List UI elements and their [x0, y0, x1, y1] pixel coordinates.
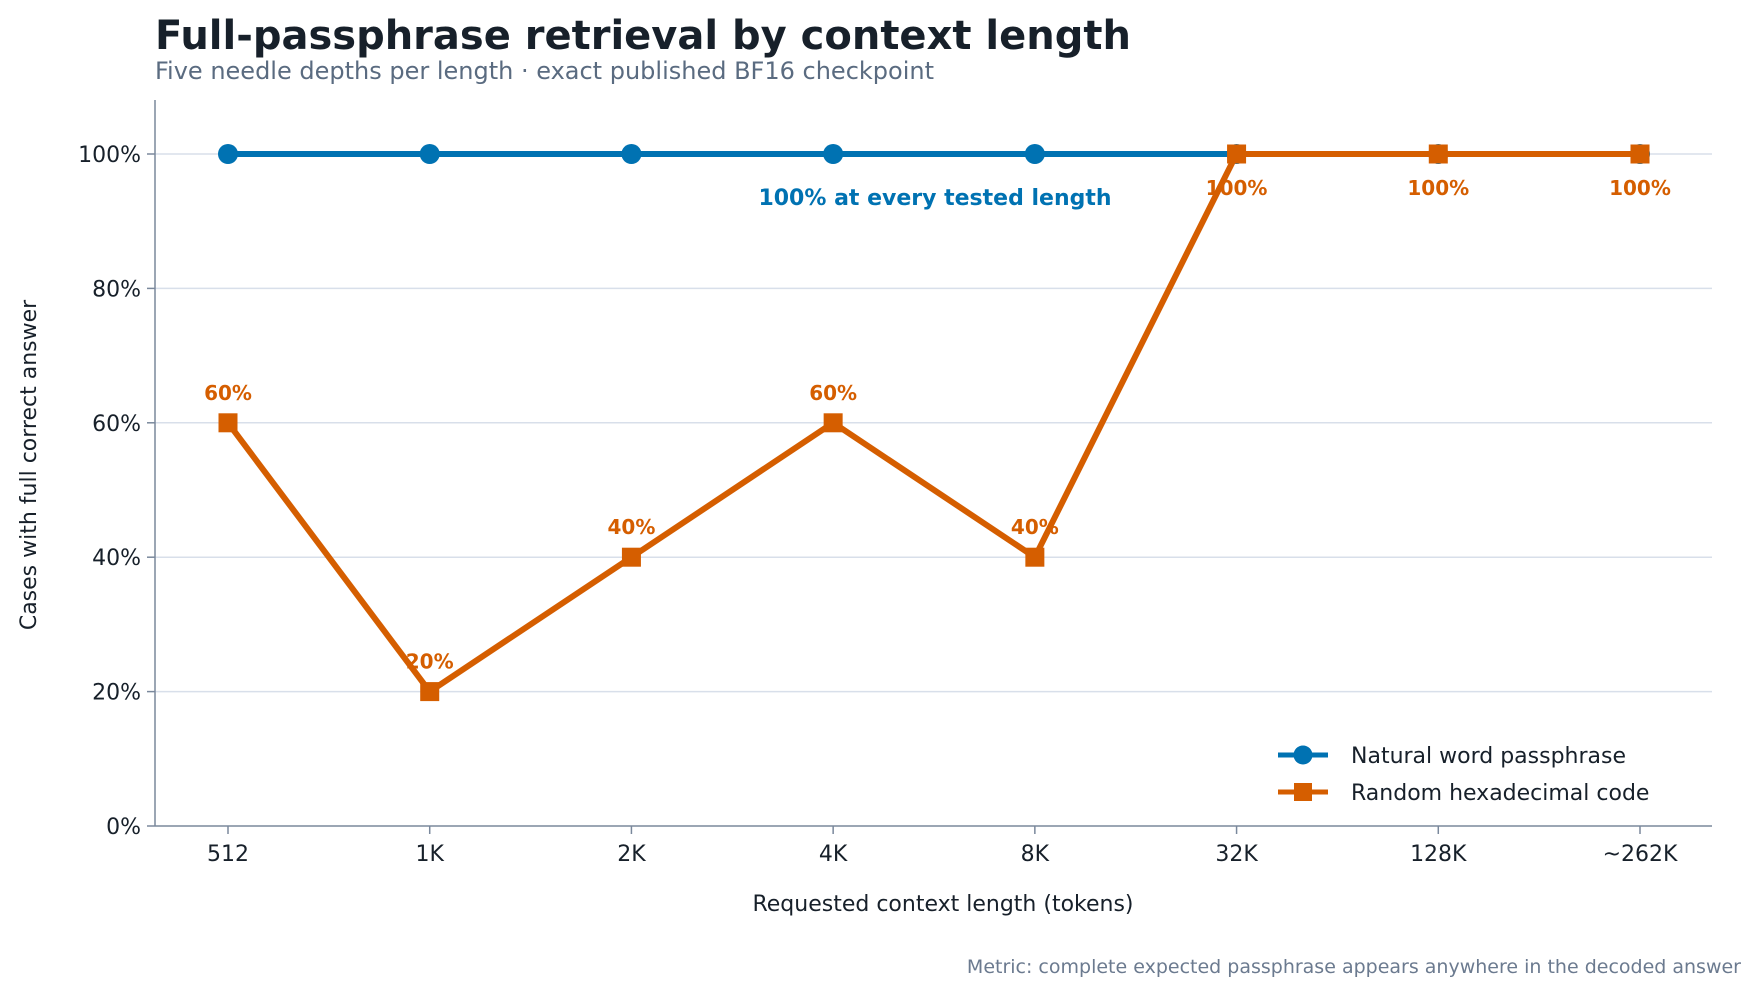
x-tick-label: 2K [617, 842, 646, 867]
legend-label-natural: Natural word passphrase [1351, 744, 1626, 769]
data-label-hex: 40% [607, 515, 655, 539]
series-line-hex [225, 151, 1643, 695]
y-tick-label: 0% [106, 815, 141, 840]
data-point-natural [1024, 144, 1045, 164]
legend-marker-hex [1294, 783, 1312, 801]
y-tick-label: 40% [92, 546, 141, 571]
data-point-natural [218, 144, 238, 164]
data-label-hex: 100% [1407, 176, 1469, 200]
data-label-hex: 60% [809, 381, 857, 405]
data-point-hex [420, 682, 440, 702]
data-point-hex [1025, 547, 1045, 567]
legend: Natural word passphrase Random hexadecim… [1278, 744, 1649, 806]
data-point-hex [1630, 144, 1650, 164]
y-tick-label: 60% [92, 412, 141, 437]
data-label-hex: 60% [204, 381, 252, 405]
chart-subtitle: Five needle depths per length · exact pu… [155, 57, 934, 85]
x-tick-label: ~262K [1603, 842, 1678, 867]
data-labels: 60% 20% 40% 60% 40% 100% 100% 100% [204, 176, 1671, 674]
gridlines [155, 153, 1712, 693]
data-point-hex [1428, 144, 1448, 164]
data-point-natural [823, 144, 844, 164]
axes [154, 100, 1712, 827]
legend-label-hex: Random hexadecimal code [1351, 781, 1649, 806]
x-tick-label: 4K [819, 842, 848, 867]
y-tick-label: 20% [92, 681, 141, 706]
y-tick-label: 100% [78, 143, 141, 168]
x-ticks: 512 1K 2K 4K 8K 32K 128K ~262K [207, 826, 1678, 867]
data-label-hex: 20% [406, 650, 454, 674]
data-point-hex [1227, 144, 1247, 164]
y-ticks: 0% 20% 40% 60% 80% 100% [78, 143, 155, 840]
x-tick-label: 1K [415, 842, 444, 867]
y-axis-label: Cases with full correct answer [17, 299, 42, 630]
x-tick-label: 512 [207, 842, 249, 867]
series-layer [218, 144, 1650, 702]
y-tick-label: 80% [92, 277, 141, 302]
data-point-hex [218, 413, 238, 433]
x-tick-label: 32K [1215, 842, 1258, 867]
data-point-natural [621, 144, 642, 164]
legend-marker-natural [1293, 745, 1313, 765]
data-point-hex [621, 547, 641, 567]
x-axis-label: Requested context length (tokens) [752, 892, 1133, 917]
data-point-hex [823, 413, 843, 433]
chart-title: Full-passphrase retrieval by context len… [155, 13, 1131, 59]
data-label-hex: 100% [1206, 176, 1268, 200]
x-tick-label: 8K [1021, 842, 1050, 867]
data-label-hex: 100% [1609, 176, 1671, 200]
data-point-natural [419, 144, 440, 164]
series-annotation: 100% at every tested length [758, 186, 1111, 211]
data-label-hex: 40% [1011, 515, 1059, 539]
footnote: Metric: complete expected passphrase app… [967, 956, 1741, 978]
x-tick-label: 128K [1410, 842, 1467, 867]
